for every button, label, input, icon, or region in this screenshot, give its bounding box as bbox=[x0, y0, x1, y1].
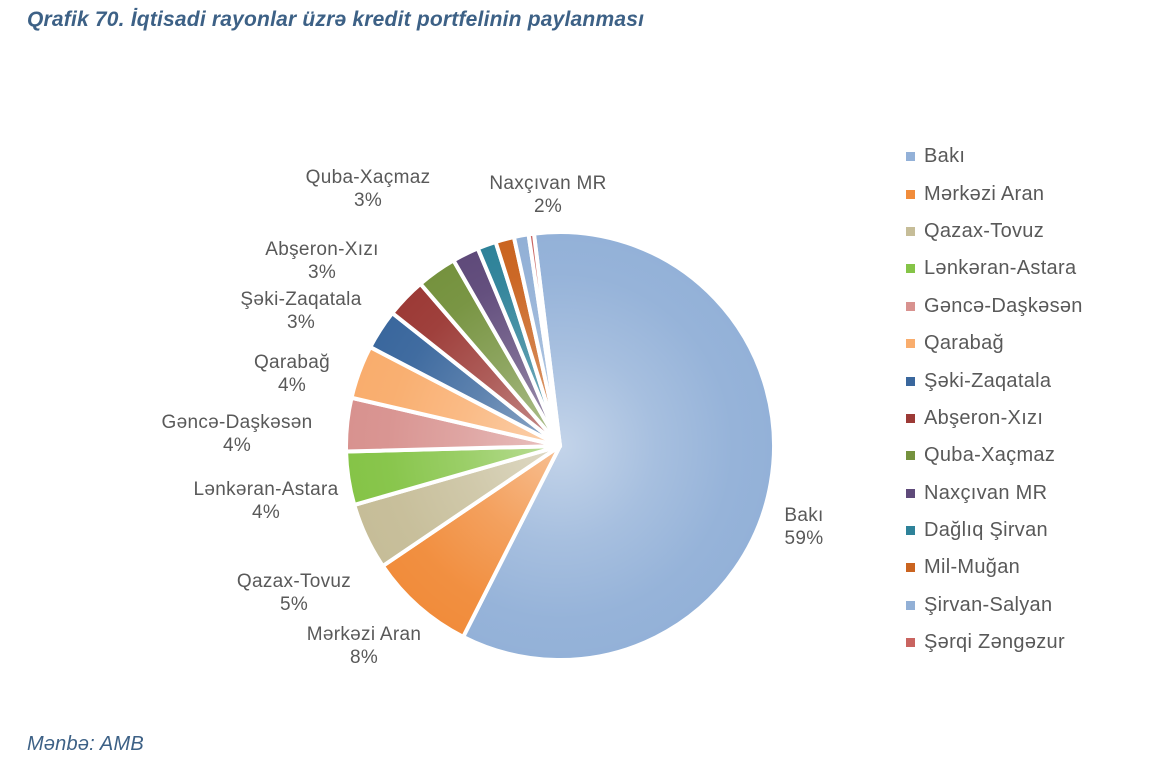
legend-swatch-icon bbox=[906, 226, 915, 236]
pie-label-percent: 59% bbox=[784, 527, 824, 549]
legend-label: Quba-Xaçmaz bbox=[924, 444, 1056, 467]
pie-label-lənkəran-astara: Lənkəran-Astara 4% bbox=[194, 478, 339, 524]
legend-swatch-icon bbox=[906, 301, 915, 311]
legend-swatch-icon bbox=[906, 488, 915, 498]
legend-label: Lənkəran-Astara bbox=[924, 257, 1077, 280]
pie-label-name: Qarabağ bbox=[253, 351, 331, 373]
pie-label-percent: 3% bbox=[353, 189, 383, 211]
pie-label-name: Naxçıvan MR bbox=[489, 172, 607, 194]
pie-label-naxçıvan-mr: Naxçıvan MR 2% bbox=[489, 172, 606, 218]
pie-label-gəncə-daşkəsən: Gəncə-Daşkəsən 4% bbox=[162, 411, 313, 457]
pie-label-percent: 4% bbox=[251, 501, 281, 523]
legend-item-mərkəzi-aran: Mərkəzi Aran bbox=[906, 175, 1083, 212]
pie-label-percent: 4% bbox=[222, 434, 252, 456]
legend-item-gəncə-daşkəsən: Gəncə-Daşkəsən bbox=[906, 288, 1083, 325]
pie-label-percent: 2% bbox=[533, 195, 563, 217]
legend-label: Bakı bbox=[924, 145, 966, 168]
legend-swatch-icon bbox=[906, 526, 915, 536]
legend-item-quba-xaçmaz: Quba-Xaçmaz bbox=[906, 437, 1083, 474]
pie-label-name: Mərkəzi Aran bbox=[306, 623, 422, 645]
pie-label-quba-xaçmaz: Quba-Xaçmaz 3% bbox=[306, 166, 431, 212]
pie-label-percent: 8% bbox=[349, 646, 379, 668]
pie-label-name: Abşeron-Xızı bbox=[265, 238, 379, 260]
pie-label-name: Gəncə-Daşkəsən bbox=[161, 411, 313, 433]
pie-sheen-overlay bbox=[344, 230, 776, 662]
pie-label-percent: 3% bbox=[307, 261, 337, 283]
pie-label-name: Lənkəran-Astara bbox=[193, 478, 339, 500]
legend-swatch-icon bbox=[906, 264, 915, 274]
legend-item-lənkəran-astara: Lənkəran-Astara bbox=[906, 250, 1083, 287]
legend-label: Mərkəzi Aran bbox=[924, 182, 1045, 205]
legend-item-dağlıq-şirvan: Dağlıq Şirvan bbox=[906, 512, 1083, 549]
pie-label-şəki-zaqatala: Şəki-Zaqatala 3% bbox=[240, 288, 361, 334]
legend-label: Mil-Muğan bbox=[924, 556, 1021, 579]
legend-item-şəki-zaqatala: Şəki-Zaqatala bbox=[906, 362, 1083, 399]
legend-item-qazax-tovuz: Qazax-Tovuz bbox=[906, 213, 1083, 250]
legend-swatch-icon bbox=[906, 189, 915, 199]
legend-label: Gəncə-Daşkəsən bbox=[924, 294, 1083, 317]
legend: Bakı Mərkəzi Aran Qazax-Tovuz Lənkəran-Asta… bbox=[906, 138, 1083, 661]
pie-label-bakı: Bakı 59% bbox=[784, 504, 823, 550]
legend-swatch-icon bbox=[906, 339, 915, 349]
legend-swatch-icon bbox=[906, 563, 915, 573]
legend-swatch-icon bbox=[906, 413, 915, 423]
legend-item-bakı: Bakı bbox=[906, 138, 1083, 175]
legend-label: Dağlıq Şirvan bbox=[924, 519, 1048, 542]
legend-swatch-icon bbox=[906, 638, 915, 648]
legend-item-abşeron-xızı: Abşeron-Xızı bbox=[906, 400, 1083, 437]
legend-swatch-icon bbox=[906, 152, 915, 162]
pie-label-name: Bakı bbox=[784, 504, 824, 526]
legend-item-şərqi-zəngəzur: Şərqi Zəngəzur bbox=[906, 624, 1083, 661]
legend-swatch-icon bbox=[906, 376, 915, 386]
pie-label-qarabağ: Qarabağ 4% bbox=[254, 351, 330, 397]
legend-item-naxçıvan-mr: Naxçıvan MR bbox=[906, 475, 1083, 512]
legend-label: Şərqi Zəngəzur bbox=[924, 631, 1065, 654]
pie-label-name: Qazax-Tovuz bbox=[236, 570, 352, 592]
chart-title: Qrafik 70. İqtisadi rayonlar üzrə kredit… bbox=[27, 8, 645, 31]
legend-item-mil-muğan: Mil-Muğan bbox=[906, 549, 1083, 586]
legend-item-şirvan-salyan: Şirvan-Salyan bbox=[906, 587, 1083, 624]
pie-label-percent: 4% bbox=[277, 374, 307, 396]
legend-label: Naxçıvan MR bbox=[924, 481, 1048, 504]
pie-label-percent: 5% bbox=[279, 593, 309, 615]
pie-label-mərkəzi-aran: Mərkəzi Aran 8% bbox=[307, 623, 421, 669]
legend-swatch-icon bbox=[906, 451, 915, 461]
pie-label-name: Quba-Xaçmaz bbox=[305, 166, 431, 188]
legend-label: Şirvan-Salyan bbox=[924, 593, 1053, 616]
legend-label: Qarabağ bbox=[924, 332, 1004, 355]
legend-label: Şəki-Zaqatala bbox=[924, 369, 1052, 392]
source-note: Mənbə: AMB bbox=[27, 733, 144, 755]
pie-label-abşeron-xızı: Abşeron-Xızı 3% bbox=[265, 238, 378, 284]
pie-label-name: Şəki-Zaqatala bbox=[240, 288, 362, 310]
legend-swatch-icon bbox=[906, 600, 915, 610]
legend-label: Abşeron-Xızı bbox=[924, 406, 1044, 429]
legend-label: Qazax-Tovuz bbox=[924, 219, 1045, 242]
pie-label-qazax-tovuz: Qazax-Tovuz 5% bbox=[237, 570, 351, 616]
pie-label-percent: 3% bbox=[286, 311, 316, 333]
legend-item-qarabağ: Qarabağ bbox=[906, 325, 1083, 362]
